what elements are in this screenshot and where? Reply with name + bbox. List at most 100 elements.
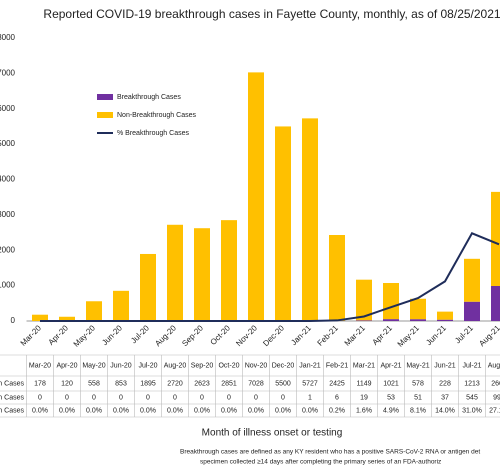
table-header: Jul-21 xyxy=(462,362,481,369)
bar xyxy=(491,285,500,321)
x-tick-label: May-20 xyxy=(72,323,98,349)
table-cell: 1149 xyxy=(356,380,371,387)
table-cell: 51 xyxy=(414,394,422,401)
table-header: Aug-21 xyxy=(488,362,500,369)
x-tick-label: Jun-21 xyxy=(424,323,448,347)
bar xyxy=(194,228,210,321)
table-cell: 37 xyxy=(441,394,449,401)
bar xyxy=(113,290,129,321)
table-header: Apr-21 xyxy=(380,362,401,369)
table-cell: 558 xyxy=(88,380,100,387)
table-header: Aug-20 xyxy=(164,362,187,369)
y-tick-label: 4000 xyxy=(0,175,16,184)
table-header: Dec-20 xyxy=(272,362,295,369)
table-cell: 0 xyxy=(254,394,258,401)
bar xyxy=(59,316,75,321)
bar xyxy=(86,301,102,321)
table-header: Nov-20 xyxy=(245,362,268,369)
bar xyxy=(356,320,372,321)
table-header: Mar-20 xyxy=(29,362,51,369)
table-cell: 2851 xyxy=(221,380,237,387)
table-cell: 0.0% xyxy=(248,407,264,414)
bar xyxy=(437,311,453,320)
x-tick-label: Sep-20 xyxy=(180,323,205,348)
legend-swatch xyxy=(97,112,113,118)
bar xyxy=(302,118,318,321)
bar xyxy=(464,301,480,321)
table-cell: 0.0% xyxy=(113,407,129,414)
table-cell: 1.6% xyxy=(356,407,372,414)
table-cell: 0.0% xyxy=(221,407,237,414)
table-header: Apr-20 xyxy=(56,362,77,369)
bar xyxy=(437,319,453,321)
table-cell: 1 xyxy=(308,394,312,401)
x-tick-label: Jul-21 xyxy=(453,323,475,345)
table-cell: 578 xyxy=(412,380,424,387)
x-tick-label: Apr-21 xyxy=(371,323,395,347)
x-tick-label: Dec-20 xyxy=(261,323,286,348)
table-cell: 0 xyxy=(92,394,96,401)
x-tick-label: Jan-21 xyxy=(289,323,313,347)
table-cell: 0 xyxy=(146,394,150,401)
legend-label: Non-Breakthrough Cases xyxy=(117,112,196,119)
bar xyxy=(167,224,183,321)
table-cell: 1895 xyxy=(140,380,156,387)
bar xyxy=(383,283,399,320)
table-cell: 4.9% xyxy=(383,407,399,414)
table-cell: 0 xyxy=(38,394,42,401)
footnote: Breakthrough cases are defined as any KY… xyxy=(180,449,480,456)
table-header: Jan-21 xyxy=(299,362,321,369)
bar xyxy=(491,191,500,286)
table-cell: 0.0% xyxy=(302,407,318,414)
x-tick-label: Nov-20 xyxy=(234,323,259,348)
table-cell: 2660 xyxy=(491,380,500,387)
table-cell: 990 xyxy=(493,394,500,401)
table-header: Mar-21 xyxy=(353,362,375,369)
table-cell: 5727 xyxy=(302,380,318,387)
footnote: specimen collected ≥14 days after comple… xyxy=(200,459,441,466)
table-cell: 853 xyxy=(115,380,127,387)
bar xyxy=(140,253,156,321)
bar xyxy=(221,220,237,321)
table-cell: 228 xyxy=(439,380,451,387)
table-cell: 178 xyxy=(34,380,46,387)
table-cell: 0.0% xyxy=(140,407,156,414)
x-tick-label: Apr-20 xyxy=(47,323,71,347)
table-cell: 8.1% xyxy=(410,407,426,414)
table-cell: 0 xyxy=(65,394,69,401)
bar xyxy=(248,72,264,322)
table-header: Oct-20 xyxy=(218,362,239,369)
x-axis-label: Month of illness onset or testing xyxy=(202,428,343,439)
x-tick-label: Feb-21 xyxy=(316,323,341,348)
table-cell: 5500 xyxy=(275,380,291,387)
table-cell: 14.0% xyxy=(435,407,455,414)
legend-label: % Breakthrough Cases xyxy=(117,130,189,137)
table-header: Feb-21 xyxy=(326,362,348,369)
table-cell: 0 xyxy=(227,394,231,401)
legend-label: Breakthrough Cases xyxy=(117,94,181,101)
table-cell: 0.0% xyxy=(32,407,48,414)
legend-swatch xyxy=(97,94,113,100)
x-tick-label: Oct-20 xyxy=(209,323,233,347)
table-cell: 0.0% xyxy=(86,407,102,414)
table-cell: 545 xyxy=(466,394,478,401)
bar xyxy=(464,258,480,302)
table-cell: 0 xyxy=(281,394,285,401)
bar xyxy=(383,319,399,321)
table-cell: 0 xyxy=(173,394,177,401)
x-tick-label: Mar-20 xyxy=(19,323,44,348)
x-tick-label: Jun-20 xyxy=(100,323,124,347)
x-tick-label: May-21 xyxy=(396,323,422,349)
y-tick-label: 8000 xyxy=(0,33,16,42)
y-tick-label: 6000 xyxy=(0,104,16,113)
table-header: Jun-21 xyxy=(434,362,456,369)
bar xyxy=(410,319,426,321)
table-cell: 2425 xyxy=(329,380,345,387)
bar xyxy=(356,279,372,321)
table-cell: 0.0% xyxy=(167,407,183,414)
x-tick-label: Aug-20 xyxy=(153,323,178,348)
x-tick-label: Mar-21 xyxy=(343,323,368,348)
table-cell: 0.0% xyxy=(59,407,75,414)
bar xyxy=(275,126,291,321)
